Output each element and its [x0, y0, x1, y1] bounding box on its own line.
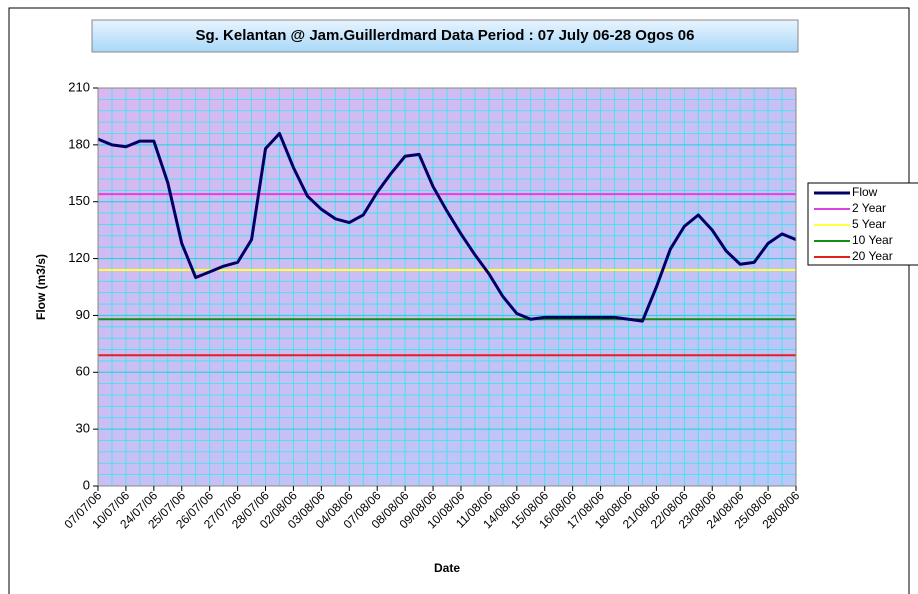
legend-label: Flow: [852, 185, 878, 199]
flow-line: [97, 131, 797, 323]
y-tick-label: 150: [68, 193, 90, 208]
legend-label: 10 Year: [852, 233, 893, 247]
y-tick-label: 180: [68, 136, 90, 151]
legend-label: 20 Year: [852, 249, 893, 263]
chart-title: Sg. Kelantan @ Jam.Guillerdmard Data Per…: [196, 27, 695, 44]
title-box: [91, 19, 799, 53]
x-axis-title: Date: [434, 561, 460, 575]
y-tick-label: 60: [76, 364, 90, 379]
y-tick-label: 210: [68, 79, 90, 94]
y-axis-title: Flow (m3/s): [34, 254, 48, 320]
plot-border: [97, 87, 797, 487]
legend-label: 2 Year: [852, 201, 886, 215]
y-tick-label: 30: [76, 421, 90, 436]
y-tick-label: 0: [83, 477, 90, 492]
legend-label: 5 Year: [852, 217, 886, 231]
y-tick-label: 120: [68, 250, 90, 265]
y-tick-label: 90: [76, 307, 90, 322]
